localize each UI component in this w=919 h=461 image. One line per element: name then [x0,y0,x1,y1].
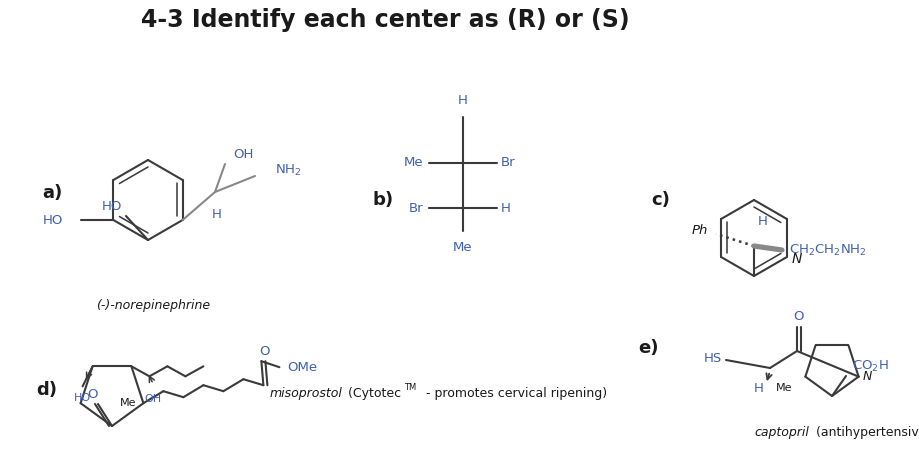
Text: Br: Br [501,156,516,170]
Text: Me: Me [120,398,137,408]
Text: Br: Br [408,201,423,214]
Text: CO$_2$H: CO$_2$H [852,359,889,373]
Text: TM: TM [404,383,416,391]
Text: O: O [259,345,269,358]
Text: CH$_2$CH$_2$NH$_2$: CH$_2$CH$_2$NH$_2$ [789,242,867,258]
Text: HS: HS [704,351,722,365]
Text: - promotes cervical ripening): - promotes cervical ripening) [422,386,607,400]
Text: HO: HO [74,393,91,403]
Text: H: H [212,207,221,220]
Text: captopril: captopril [754,426,809,438]
Text: OH: OH [233,148,254,160]
Text: Me: Me [776,383,792,393]
Text: NH$_2$: NH$_2$ [275,162,301,177]
Text: 4-3 Identify each center as (R) or (S): 4-3 Identify each center as (R) or (S) [141,8,630,32]
Text: O: O [794,311,804,324]
Text: H: H [458,94,468,107]
Text: (-)-norepinephrine: (-)-norepinephrine [96,299,210,312]
Text: H: H [501,201,511,214]
Text: a): a) [42,184,62,202]
Text: N: N [792,252,802,266]
Text: (Cytotec: (Cytotec [344,386,401,400]
Text: b): b) [372,191,393,209]
Text: N: N [863,370,872,383]
Text: misoprostol: misoprostol [270,386,343,400]
Text: H: H [754,382,764,395]
Text: HO: HO [43,213,63,226]
Text: H: H [758,215,768,228]
Text: e): e) [638,339,659,357]
Text: OH: OH [144,394,161,404]
Text: (antihypertensive): (antihypertensive) [812,426,919,438]
Text: Me: Me [403,156,423,170]
Text: OMe: OMe [288,361,317,374]
Text: HO: HO [102,200,122,213]
Text: Me: Me [453,241,472,254]
Text: O: O [86,388,97,401]
Text: d): d) [36,381,57,399]
Text: c): c) [651,191,670,209]
Text: Ph: Ph [692,224,708,236]
